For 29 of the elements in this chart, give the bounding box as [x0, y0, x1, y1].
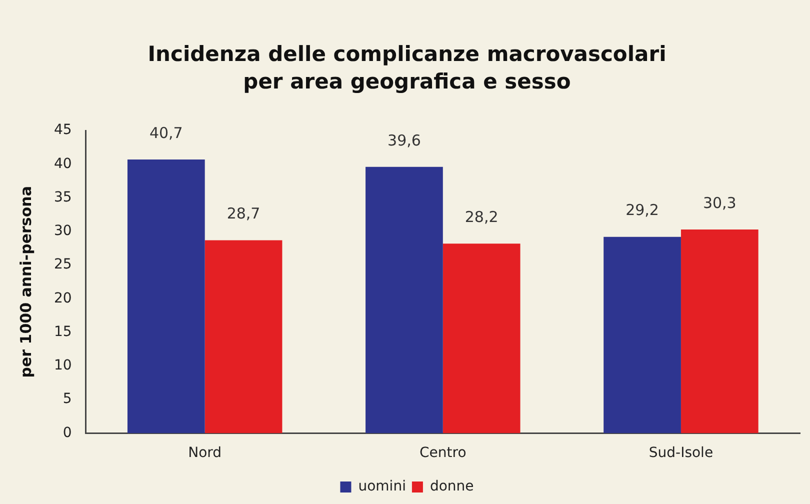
y-tick-label: 0	[62, 424, 72, 441]
y-tick-label: 40	[54, 156, 72, 172]
data-label: 39,6	[388, 131, 421, 150]
y-tick-label: 15	[54, 324, 72, 340]
bar	[204, 240, 282, 434]
y-tick-label: 25	[54, 256, 72, 273]
data-label: 30,3	[702, 194, 736, 212]
legend-label: donne	[430, 478, 474, 495]
data-label: 40,7	[149, 124, 183, 142]
x-tick-label: Sud-Isole	[648, 445, 714, 462]
bar	[680, 229, 758, 434]
data-label: 28,7	[226, 204, 260, 223]
data-label: 29,2	[626, 201, 659, 220]
x-tick-label: Centro	[420, 445, 466, 462]
y-tick-label: 20	[54, 290, 72, 306]
legend-label: uomini	[358, 478, 406, 495]
bar	[366, 166, 443, 434]
y-tick-label: 30	[54, 223, 72, 240]
y-tick-label: 45	[54, 122, 72, 138]
bar	[604, 236, 681, 434]
y-axis-title: per 1000 anni-persona	[16, 186, 35, 378]
y-tick-label: 10	[54, 358, 72, 374]
x-tick-label: Nord	[188, 445, 222, 462]
y-tick-label: 5	[62, 391, 72, 408]
y-tick-label: 35	[54, 189, 72, 206]
data-label: 28,2	[464, 208, 498, 226]
chart-title: Incidenza delle complicanze macrovascolari per area geografica e sesso	[148, 42, 666, 94]
bar	[442, 244, 520, 434]
bar	[127, 160, 205, 434]
